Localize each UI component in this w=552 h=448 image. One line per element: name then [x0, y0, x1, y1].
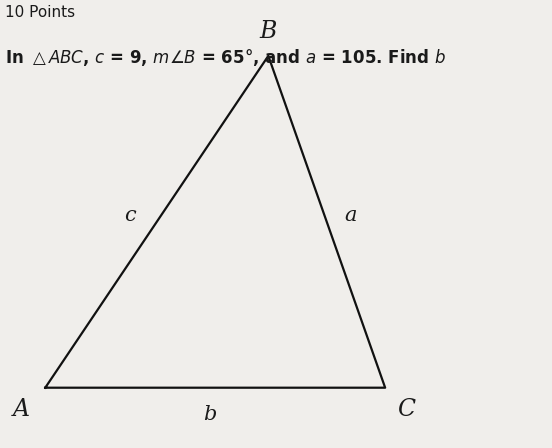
Text: B: B: [259, 20, 277, 43]
Text: In $\triangle ABC$, $c$ = 9, $m\angle B$ = 65°, and $a$ = 105. Find $b$: In $\triangle ABC$, $c$ = 9, $m\angle B$…: [6, 47, 447, 68]
Text: b: b: [203, 405, 216, 424]
Text: 10 Points: 10 Points: [6, 5, 76, 20]
Text: c: c: [124, 206, 136, 224]
Text: a: a: [344, 206, 357, 224]
Text: C: C: [397, 398, 416, 421]
Text: A: A: [13, 398, 30, 421]
